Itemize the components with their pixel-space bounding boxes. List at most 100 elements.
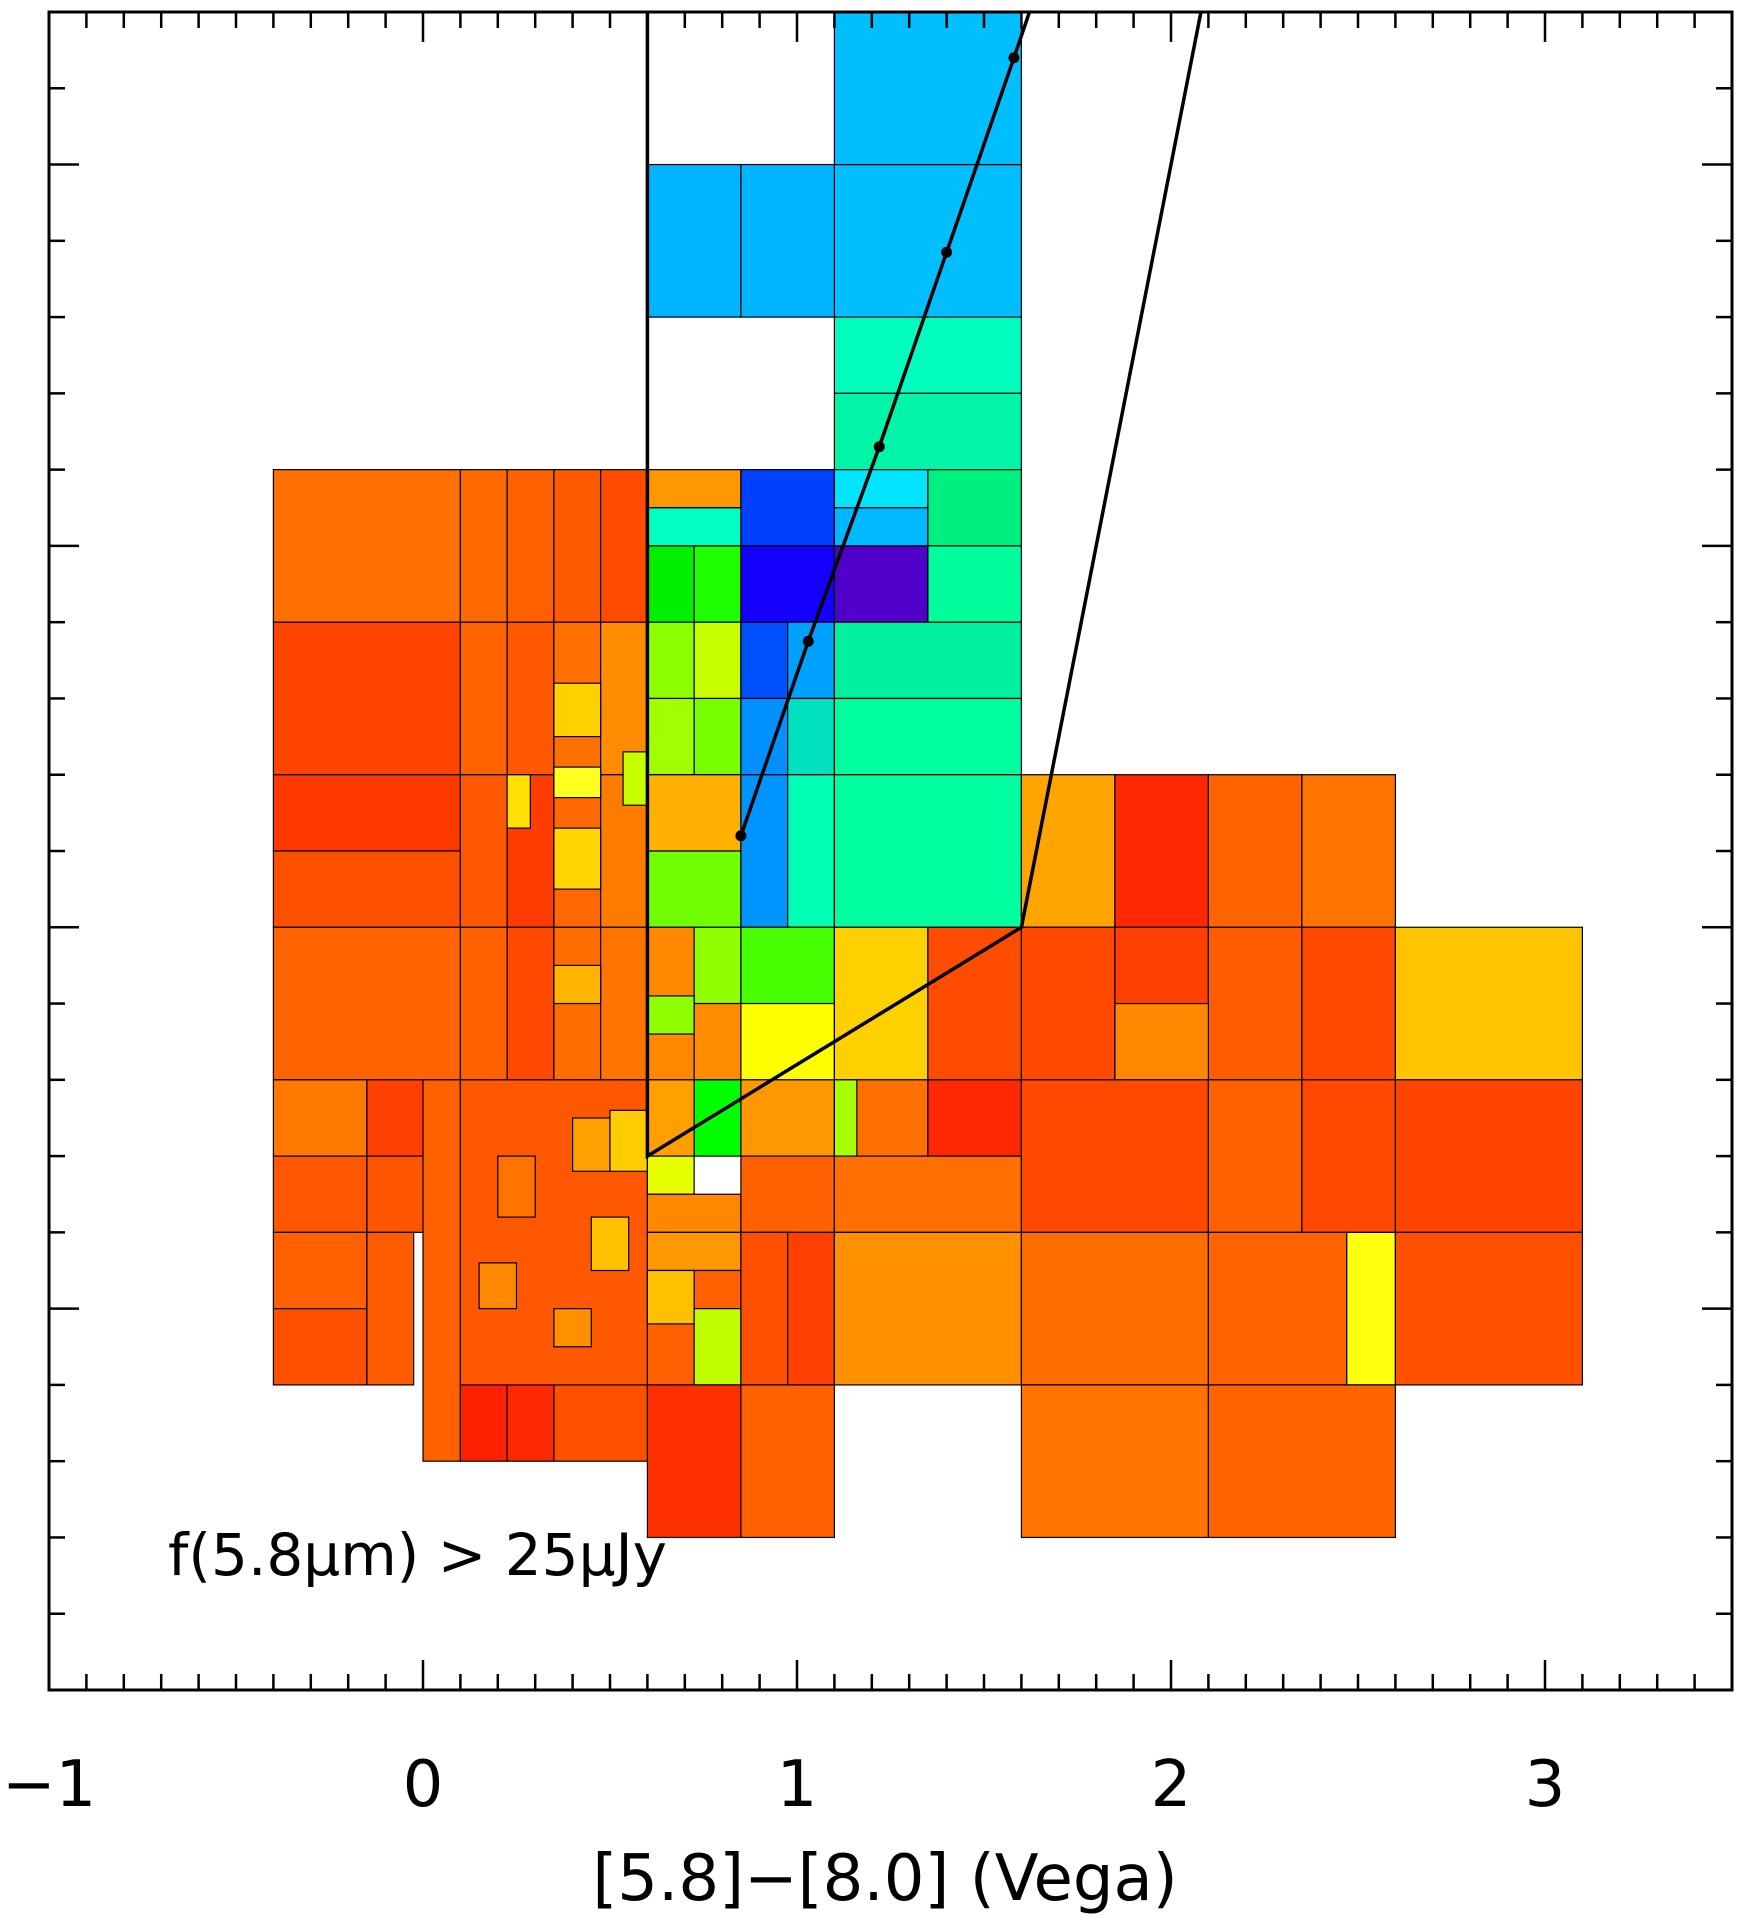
x-tick-label-4: 3 xyxy=(1525,1748,1566,1822)
heatmap-cell-102 xyxy=(833,1231,1023,1386)
track-point-4 xyxy=(1008,52,1020,64)
heatmap-cell-93 xyxy=(740,1155,836,1233)
heatmap-cell-101 xyxy=(833,1155,1023,1233)
heatmap-cell-81 xyxy=(833,926,929,1081)
heatmap-cell-8 xyxy=(272,926,461,1081)
heatmap-cell-42 xyxy=(478,1262,518,1310)
heatmap-cell-91 xyxy=(646,1155,695,1195)
heatmap-cell-7 xyxy=(272,850,461,928)
heatmap-cell-6 xyxy=(272,774,461,852)
heatmap-cell-10 xyxy=(272,1155,368,1233)
x-tick-label-1: 0 xyxy=(403,1748,444,1822)
heatmap-cell-63 xyxy=(693,621,742,700)
heatmap-cell-89 xyxy=(927,1079,1023,1157)
heatmap-cell-70 xyxy=(787,697,836,776)
heatmap-cell-92 xyxy=(646,1193,742,1233)
heatmap-cell-57 xyxy=(646,545,695,623)
heatmap-cell-50 xyxy=(833,392,1023,471)
heatmap-cell-87 xyxy=(740,1079,836,1157)
heatmap-cell-121 xyxy=(1346,1231,1397,1386)
heatmap-cell-28 xyxy=(622,751,649,806)
heatmap-cell-9 xyxy=(272,1079,368,1157)
heatmap-cell-33 xyxy=(553,964,602,1005)
heatmap-cell-124 xyxy=(1207,1384,1397,1539)
heatmap-cell-21 xyxy=(459,774,508,928)
heatmap-cell-107 xyxy=(1207,774,1303,928)
heatmap-cell-56 xyxy=(927,469,1023,547)
heatmap-cell-83 xyxy=(646,995,695,1035)
track-point-3 xyxy=(941,246,953,258)
heatmap-cell-86 xyxy=(693,1079,742,1157)
heatmap-cell-1 xyxy=(459,469,508,623)
heatmap-cell-64 xyxy=(740,621,789,700)
heatmap-cell-117 xyxy=(1301,1079,1397,1233)
x-tick-labels: −1 0 1 2 3 xyxy=(2,1748,1566,1822)
heatmap-cell-36 xyxy=(506,1384,555,1462)
heatmap-cell-15 xyxy=(366,1231,415,1386)
heatmap-cell-82 xyxy=(927,926,1023,1081)
heatmap-cell-11 xyxy=(272,1231,368,1310)
x-axis-label: [5.8]−[8.0] (Vega) xyxy=(592,1842,1177,1916)
heatmap-cell-54 xyxy=(833,469,929,509)
heatmap-cell-120 xyxy=(1207,1231,1348,1386)
heatmap-cell-76 xyxy=(833,774,1023,928)
heatmap-cell-5 xyxy=(272,621,461,776)
heatmap-cell-39 xyxy=(497,1155,536,1218)
heatmap-cell-41 xyxy=(590,1216,630,1272)
heatmap-cell-30 xyxy=(506,926,555,1081)
heatmap-cell-60 xyxy=(833,545,929,623)
heatmap-cell-4 xyxy=(600,469,649,623)
heatmap-cell-16 xyxy=(459,621,508,776)
heatmap-cell-49 xyxy=(833,316,1023,394)
heatmap-cell-108 xyxy=(1301,774,1397,928)
heatmap-cell-122 xyxy=(1394,1231,1584,1386)
heatmap-cell-85 xyxy=(646,1079,695,1157)
heatmap-cell-2 xyxy=(506,469,555,623)
heatmap-cell-62 xyxy=(646,621,695,700)
heatmap-cell-71 xyxy=(833,697,1023,776)
heatmap-cell-32 xyxy=(600,926,649,1081)
heatmap-cell-113 xyxy=(1114,1002,1210,1081)
heatmap-cell-20 xyxy=(553,682,602,738)
heatmap-cell-95 xyxy=(646,1231,742,1272)
heatmap-cell-104 xyxy=(740,1384,836,1539)
heatmap-cell-90 xyxy=(833,1079,858,1157)
heatmap-cell-67 xyxy=(646,697,695,776)
heatmap-cell-114 xyxy=(1394,926,1584,1081)
heatmap-cell-25 xyxy=(553,827,602,890)
heatmap-cell-112 xyxy=(1301,926,1397,1081)
heatmap-cell-34 xyxy=(422,1079,462,1462)
heatmap-cell-79 xyxy=(740,926,836,1005)
axis-ticks xyxy=(47,10,1734,1692)
x-tick-label-2: 1 xyxy=(777,1748,818,1822)
track-point-1 xyxy=(802,635,814,647)
heatmap-cell-44 xyxy=(553,1308,592,1348)
heatmap-cell-51 xyxy=(646,469,742,509)
heatmap-cell-43 xyxy=(609,1109,649,1172)
heatmap-cell-103 xyxy=(646,1384,742,1539)
heatmap-cell-111 xyxy=(1207,926,1303,1081)
heatmap-cell-99 xyxy=(740,1231,789,1386)
heatmap-cell-97 xyxy=(646,1269,695,1325)
heatmap-cell-68 xyxy=(693,697,742,776)
x-tick-label-0: −1 xyxy=(2,1748,96,1822)
heatmap-cell-46 xyxy=(833,163,1023,318)
heatmap-cell-66 xyxy=(833,621,1023,700)
boundary-line-0 xyxy=(645,12,1203,1160)
heatmap-cell-72 xyxy=(646,774,742,852)
boundary-lines xyxy=(645,12,1203,1160)
heatmap-cell-75 xyxy=(787,774,836,928)
track-line xyxy=(739,12,1032,837)
heatmap-cell-98 xyxy=(693,1308,742,1386)
heatmap-cell-115 xyxy=(1020,1079,1210,1233)
heatmap-cell-26 xyxy=(506,774,531,829)
heatmap-cell-29 xyxy=(459,926,508,1081)
heatmap-cell-118 xyxy=(1394,1079,1584,1233)
heatmap-cell-45 xyxy=(646,163,742,318)
heatmap-cell-0 xyxy=(272,469,461,623)
heatmap-cell-35 xyxy=(459,1384,508,1462)
heatmap-cell-123 xyxy=(1020,1384,1210,1539)
heatmap-cell-100 xyxy=(787,1231,836,1386)
heatmap-cell-40 xyxy=(571,1117,611,1172)
heatmap-cell-61 xyxy=(927,545,1023,623)
